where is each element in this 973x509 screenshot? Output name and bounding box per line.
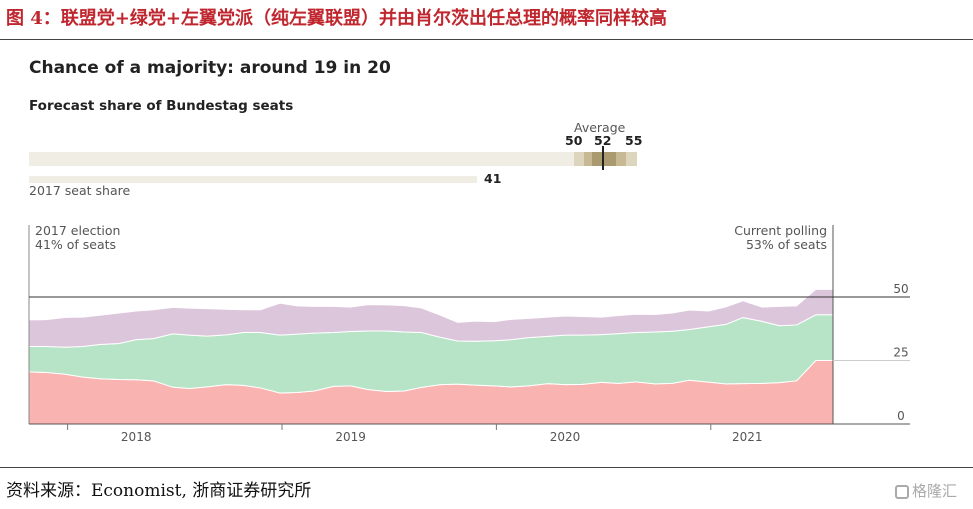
top-rule <box>0 39 973 40</box>
average-marker <box>602 146 604 170</box>
y-tick-label-25: 25 <box>893 346 908 360</box>
x-tick-label-2021: 2021 <box>732 430 763 444</box>
bottom-rule <box>0 467 973 468</box>
annotation-2017-election: 2017 election <box>35 223 120 238</box>
seat-share-2017-value: 41 <box>484 171 502 186</box>
forecast-average-value: 52 <box>594 133 612 148</box>
y-tick-label-0: 0 <box>897 409 905 423</box>
average-label: Average <box>574 120 626 135</box>
annotation-2017-seats: 41% of seats <box>35 237 116 252</box>
watermark: 格隆汇 <box>895 480 957 501</box>
source-note: 资料来源：Economist, 浙商证券研究所 <box>6 481 312 501</box>
stacked-areas <box>28 288 834 425</box>
watermark-text: 格隆汇 <box>912 482 958 500</box>
forecast-high-value: 55 <box>625 133 643 148</box>
forecast-share-bar <box>29 152 637 166</box>
forecast-range-band-inner <box>592 152 616 166</box>
x-tick-label-2018: 2018 <box>121 430 152 444</box>
chart-headline: Chance of a majority: around 19 in 20 <box>29 58 391 78</box>
watermark-logo-icon <box>895 484 909 499</box>
x-tick-label-2019: 2019 <box>335 430 366 444</box>
seat-share-2017-label: 2017 seat share <box>29 183 131 198</box>
annotation-current-seats: 53% of seats <box>746 237 827 252</box>
x-tick-label-2020: 2020 <box>550 430 581 444</box>
y-tick-label-50: 50 <box>893 282 908 296</box>
figure-title: 图 4：联盟党+绿党+左翼党派（纯左翼联盟）并由肖尔茨出任总理的概率同样较高 <box>6 8 667 29</box>
chart-subheading: Forecast share of Bundestag seats <box>29 98 294 114</box>
seat-share-2017-bar <box>29 176 477 183</box>
forecast-low-value: 50 <box>565 133 583 148</box>
annotation-current-polling: Current polling <box>734 223 827 238</box>
